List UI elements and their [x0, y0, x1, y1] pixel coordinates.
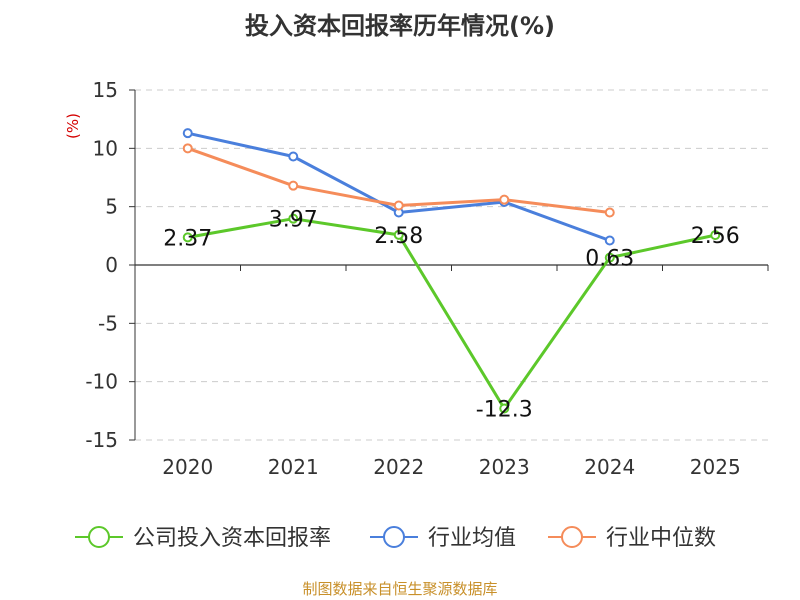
y-tick-label: -15 — [85, 428, 118, 452]
chart-title: 投入资本回报率历年情况(%) — [245, 12, 555, 40]
legend-item[interactable]: 行业中位数 — [548, 526, 716, 551]
legend-label: 行业均值 — [428, 526, 516, 551]
data-label: 0.63 — [585, 247, 634, 272]
legend-marker — [383, 526, 405, 548]
data-label: 2.58 — [374, 224, 423, 249]
y-tick-label: 15 — [93, 78, 118, 102]
data-point — [499, 403, 510, 414]
data-labels: 2.37 3.97 2.58 -12.3 0.63 2.56 — [163, 208, 739, 423]
legend-marker — [88, 526, 110, 548]
x-tick-label: 2020 — [162, 455, 213, 479]
data-point — [288, 180, 299, 191]
data-point — [710, 230, 721, 241]
data-label: 3.97 — [269, 208, 318, 233]
legend-label: 行业中位数 — [606, 526, 716, 551]
source-note: 制图数据来自恒生聚源数据库 — [302, 580, 497, 598]
data-point — [288, 151, 299, 162]
legend-item[interactable]: 行业均值 — [370, 526, 516, 551]
x-tick-label: 2022 — [373, 455, 424, 479]
data-point — [604, 252, 615, 263]
data-point — [393, 229, 404, 240]
y-tick-label: 0 — [105, 253, 118, 277]
data-label: -12.3 — [476, 398, 533, 423]
data-point — [182, 143, 193, 154]
data-point — [393, 200, 404, 211]
y-axis-unit: (%) — [64, 113, 82, 139]
data-point — [182, 128, 193, 139]
legend-label: 公司投入资本回报率 — [133, 526, 331, 551]
y-tick-label: -5 — [98, 311, 118, 335]
data-label: 2.56 — [691, 224, 740, 249]
y-tick-label: 5 — [105, 195, 118, 219]
legend-item[interactable]: 公司投入资本回报率 — [75, 526, 331, 551]
x-tick-label: 2023 — [479, 455, 530, 479]
y-tick-label: 10 — [93, 136, 118, 160]
data-label: 2.37 — [163, 226, 212, 251]
data-point — [182, 232, 193, 243]
data-point — [288, 213, 299, 224]
x-tick-label: 2021 — [268, 455, 319, 479]
data-point — [604, 207, 615, 218]
y-tick-label: -10 — [85, 370, 118, 394]
series — [182, 128, 721, 414]
legend: 公司投入资本回报率 行业均值 行业中位数 — [75, 526, 716, 551]
axes: 15 10 5 0 -5 -10 -15 2020 2021 2022 2023 2024 2025 — [85, 78, 769, 479]
data-point — [604, 235, 615, 246]
x-tick-label: 2025 — [690, 455, 741, 479]
legend-marker — [561, 526, 583, 548]
data-point — [499, 194, 510, 205]
x-tick-label: 2024 — [584, 455, 635, 479]
series-line — [187, 217, 716, 410]
